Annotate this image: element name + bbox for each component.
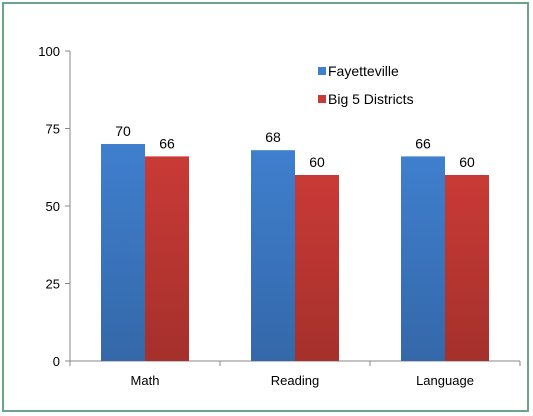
y-tick-label: 25 [46,277,60,292]
chart-legend: Fayetteville Big 5 Districts [318,63,414,107]
y-tick-label: 100 [38,44,60,59]
data-label: 66 [159,135,175,151]
data-label: 60 [459,154,475,170]
x-tick-label: Reading [271,373,319,388]
bar [145,156,189,361]
data-label: 68 [265,129,281,145]
x-tick-label: Math [131,373,160,388]
chart-data-labels: 70 66 68 60 66 60 [115,123,475,170]
y-tick-label: 75 [46,122,60,137]
data-label: 70 [115,123,131,139]
legend-swatch [318,67,326,75]
legend-label: Fayetteville [328,63,399,79]
data-label: 66 [415,135,431,151]
y-tick-label: 0 [53,354,60,369]
y-tick-label: 50 [46,199,60,214]
legend-label: Big 5 Districts [328,91,414,107]
bar [295,175,339,361]
bar [445,175,489,361]
bar [101,144,145,361]
x-tick-label: Language [416,373,474,388]
data-label: 60 [309,154,325,170]
chart-bars [101,144,489,361]
legend-swatch [318,95,326,103]
bar [401,156,445,361]
bar [251,150,295,361]
